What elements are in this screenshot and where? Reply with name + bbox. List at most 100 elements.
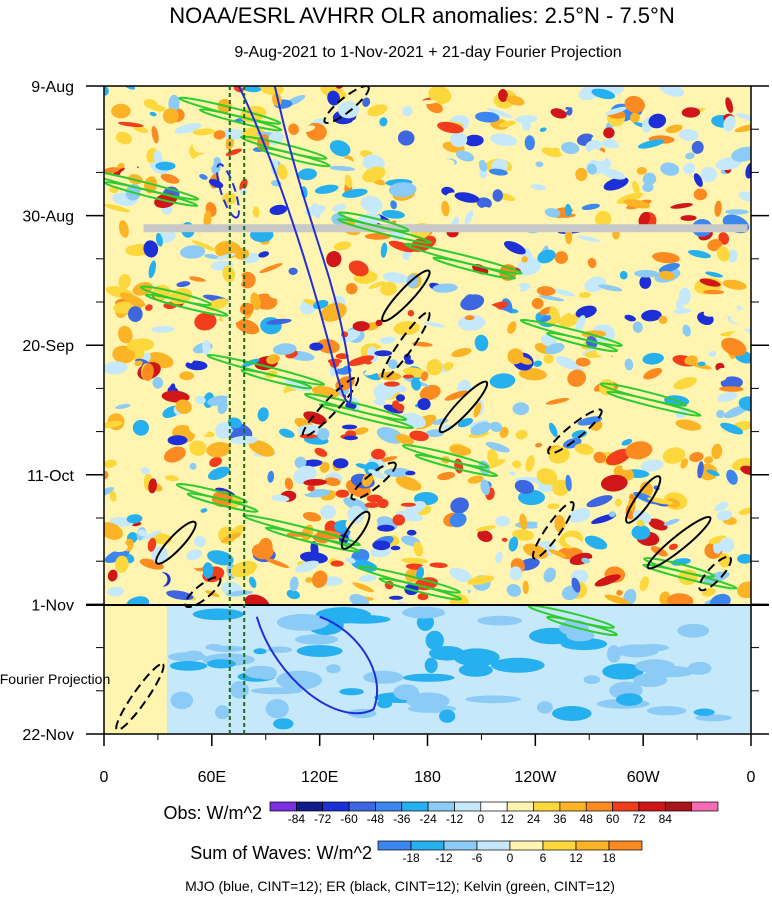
- obs-blob: [543, 567, 557, 583]
- kelvin-contour: [414, 453, 499, 478]
- projection-blob: [458, 663, 493, 677]
- obs-blob: [230, 435, 258, 445]
- er-contour: [381, 311, 431, 380]
- obs-blob: [449, 567, 472, 583]
- obs-blob: [373, 382, 396, 401]
- obs-blob: [657, 180, 667, 192]
- obs-blob: [329, 165, 356, 171]
- er-contour: [531, 501, 575, 560]
- obs-blob: [146, 571, 168, 589]
- obs-blob: [200, 508, 208, 513]
- obs-blob: [565, 536, 583, 548]
- obs-blob: [272, 343, 297, 355]
- obs-blob: [327, 90, 340, 106]
- obs-blob: [506, 170, 518, 179]
- projection-blob: [552, 706, 592, 721]
- obs-blob: [604, 594, 630, 605]
- obs-blob: [419, 384, 441, 401]
- obs-blob: [714, 501, 729, 512]
- obs-blob: [474, 334, 489, 352]
- waves-colorbar-swatch: [575, 840, 610, 851]
- obs-blob: [565, 105, 573, 116]
- obs-blob: [410, 377, 422, 391]
- projection-blob: [677, 623, 710, 638]
- obs-blob: [208, 178, 224, 189]
- obs-blob: [168, 94, 180, 113]
- obs-blob: [737, 581, 751, 599]
- y-tick-label: 30-Aug: [22, 209, 74, 226]
- obs-blob: [521, 256, 528, 263]
- obs-blob: [700, 166, 718, 183]
- er-contour: [340, 510, 371, 550]
- obs-blob: [119, 292, 146, 307]
- waves-colorbar-swatch: [542, 840, 577, 851]
- obs-blob: [711, 443, 723, 460]
- obs-blob: [259, 263, 283, 274]
- obs-blob: [727, 249, 738, 263]
- obs-blob: [630, 112, 640, 123]
- obs-colorbar-level-label: -24: [419, 812, 437, 826]
- obs-blob: [555, 356, 579, 370]
- obs-blob: [107, 540, 128, 552]
- projection-blob: [229, 681, 249, 699]
- obs-blob-strong: [396, 403, 405, 412]
- obs-blob: [267, 470, 275, 483]
- projection-blob: [402, 606, 446, 619]
- projection-blob: [256, 666, 277, 680]
- obs-blob: [595, 210, 612, 228]
- obs-blob: [364, 365, 384, 376]
- obs-blob: [576, 235, 601, 243]
- x-tick-label: 0: [747, 769, 756, 786]
- obs-blob: [294, 456, 307, 469]
- obs-blob: [162, 108, 179, 124]
- obs-blob: [388, 359, 398, 370]
- obs-blob: [544, 208, 561, 218]
- mjo-projection-contour: [255, 615, 379, 715]
- obs-blob: [347, 355, 375, 367]
- obs-blob: [579, 291, 591, 299]
- obs-blob: [172, 272, 190, 281]
- obs-blob-strong: [388, 595, 404, 600]
- obs-blob: [151, 325, 175, 333]
- obs-blob: [420, 99, 437, 105]
- obs-blob: [603, 177, 629, 191]
- kelvin-contour: [336, 218, 432, 244]
- y-tick-label: 1-Nov: [31, 597, 74, 614]
- obs-blob: [515, 429, 528, 440]
- obs-blob: [577, 416, 603, 426]
- obs-blob: [720, 422, 744, 435]
- projection-blob: [296, 645, 343, 657]
- obs-colorbar-swatch: [585, 801, 613, 812]
- kelvin-contour: [606, 390, 702, 417]
- obs-blob: [594, 574, 621, 587]
- obs-blob: [639, 275, 652, 289]
- obs-blob: [508, 471, 516, 476]
- obs-blob: [115, 131, 132, 145]
- obs-blob: [584, 535, 608, 550]
- er-contour: [438, 380, 489, 434]
- obs-blob: [490, 133, 518, 147]
- er-contour: [350, 461, 397, 501]
- obs-blob: [182, 512, 193, 524]
- obs-blob: [149, 111, 157, 117]
- obs-blob: [697, 461, 704, 479]
- obs-blob: [148, 478, 157, 494]
- obs-blob: [437, 121, 464, 134]
- obs-blob: [361, 472, 374, 487]
- obs-blob: [581, 203, 600, 211]
- obs-blob: [726, 469, 738, 485]
- wave-contours: [104, 86, 738, 732]
- obs-blob: [671, 195, 687, 201]
- obs-blob: [450, 131, 468, 148]
- obs-blob: [266, 318, 292, 325]
- obs-blob: [478, 303, 502, 317]
- obs-blob: [539, 127, 547, 132]
- obs-blob: [624, 314, 636, 322]
- obs-blob: [558, 312, 581, 328]
- obs-blob: [194, 312, 217, 331]
- obs-blob: [680, 215, 697, 221]
- obs-blob: [104, 522, 123, 540]
- obs-blob: [703, 306, 726, 317]
- obs-colorbar-swatch: [533, 801, 561, 812]
- obs-blob: [564, 203, 572, 217]
